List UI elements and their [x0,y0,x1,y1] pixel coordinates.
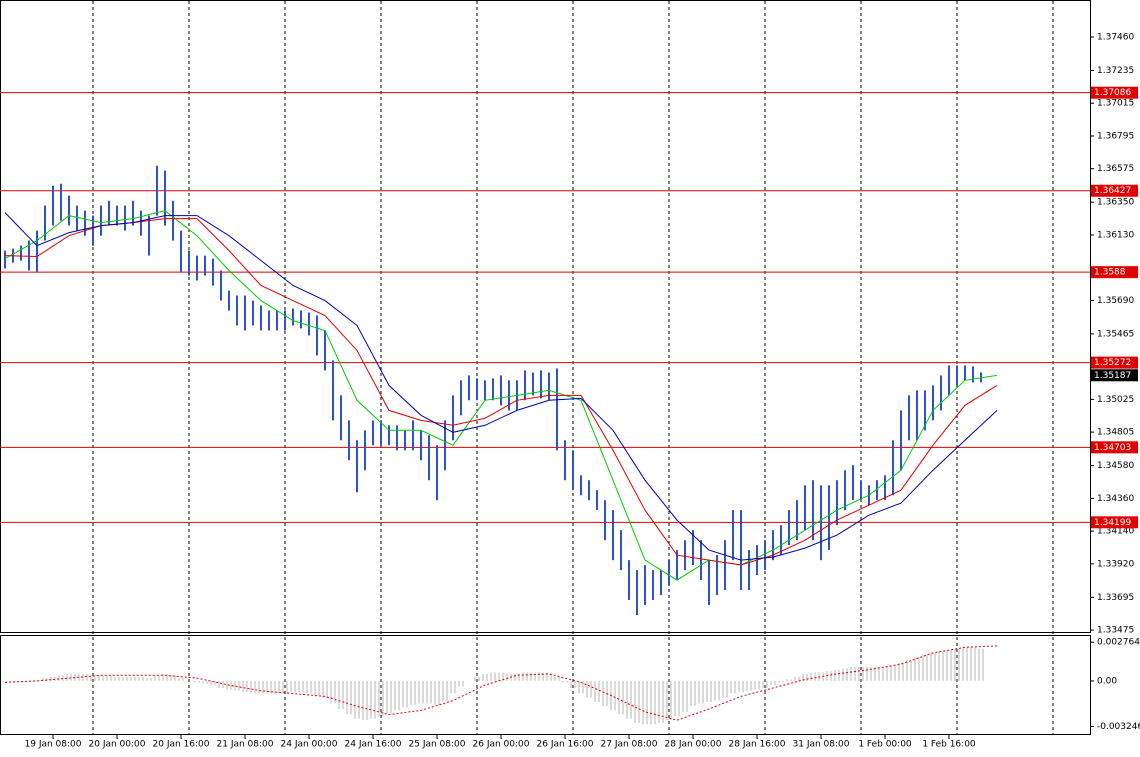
y-tick-label: 1.37235 [1097,66,1134,76]
y-tick-label: 1.34805 [1097,428,1134,438]
x-tick-label: 19 Jan 08:00 [25,740,82,750]
last-price-bg [1091,369,1138,382]
x-tick-label: 24 Jan 16:00 [345,740,402,750]
y-tick-label: 1.37015 [1097,99,1134,109]
y-tick-label: 1.35465 [1097,329,1134,339]
y-tick-label: 1.35690 [1097,296,1134,306]
x-tick-label: 1 Feb 16:00 [922,740,976,750]
x-tick-label: 31 Jan 08:00 [793,740,850,750]
y-tick-label: 1.36130 [1097,230,1134,240]
level-label-bg [1091,356,1138,369]
x-tick-label: 1 Feb 00:00 [858,740,912,750]
level-label-bg [1091,266,1138,279]
level-label-bg [1091,441,1138,454]
level-label: 1.36427 [1094,186,1131,196]
level-label: 1.34703 [1094,443,1131,453]
y-tick-label: 1.33920 [1097,559,1134,569]
moving-average [4,212,998,561]
x-tick-label: 27 Jan 08:00 [601,740,658,750]
main-panel [0,0,1091,633]
x-tick-label: 28 Jan 16:00 [729,740,786,750]
y-tick-label: 1.33475 [1097,626,1134,636]
signal-line [4,645,998,721]
x-tick-label: 24 Jan 00:00 [281,740,338,750]
level-label: 1.37086 [1094,88,1131,98]
y-tick-label: 1.34360 [1097,494,1134,504]
x-tick-label: 28 Jan 00:00 [665,740,722,750]
y-tick-label: -0.003246 [1097,722,1140,732]
level-label-bg [1091,86,1138,99]
level-label: 1.3588 [1094,268,1126,278]
y-tick-label: 1.36575 [1097,164,1134,174]
moving-average [4,218,998,566]
y-tick-label: 0.002764 [1097,638,1140,648]
x-tick-label: 21 Jan 08:00 [217,740,274,750]
y-tick-label: 1.37460 [1097,33,1134,43]
separators [92,1,1054,735]
level-label-bg [1091,184,1138,197]
indicator-panel [0,635,1091,735]
last-price-label: 1.35187 [1094,371,1131,381]
y-tick-label: 1.33695 [1097,593,1134,603]
y-tick-label: 1.35025 [1097,395,1134,405]
x-tick-label: 26 Jan 00:00 [473,740,530,750]
y-tick-label: 1.36350 [1097,198,1134,208]
x-tick-label: 26 Jan 16:00 [537,740,594,750]
y-tick-label: 0.00 [1097,676,1117,686]
level-label: 1.35272 [1094,358,1131,368]
level-label-bg [1091,516,1138,529]
x-tick-label: 20 Jan 00:00 [89,740,146,750]
y-tick-label: 1.36795 [1097,131,1134,141]
moving-average [4,210,998,581]
y-tick-label: 1.34140 [1097,527,1134,537]
x-tick-label: 25 Jan 08:00 [409,740,466,750]
x-tick-label: 20 Jan 16:00 [153,740,210,750]
level-label: 1.34199 [1094,518,1131,528]
y-tick-label: 1.34580 [1097,461,1134,471]
